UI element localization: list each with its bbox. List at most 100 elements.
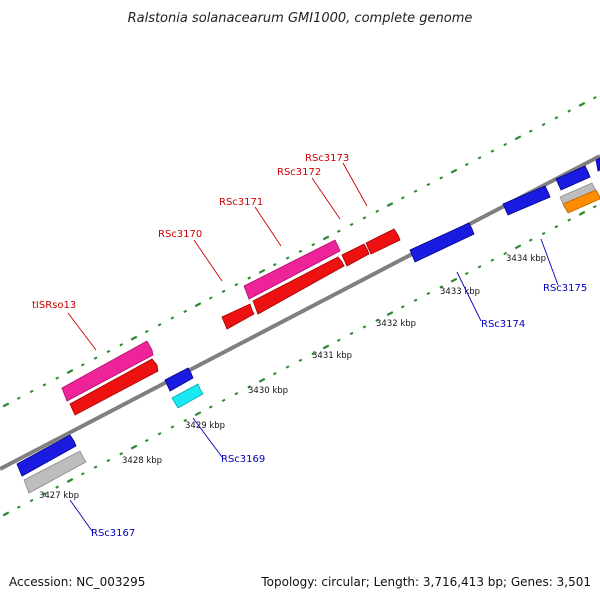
genome-backbone [0, 154, 600, 471]
tick-label-3427: 3427 kbp [39, 491, 79, 501]
gene-arrow-rsc3171[interactable] [252, 256, 345, 315]
gene-arrow-rsc3169[interactable] [171, 383, 204, 409]
gene-arrow-rsc3168b[interactable] [164, 367, 194, 392]
track-tick [66, 478, 74, 483]
gene-arrow-tisrso13[interactable] [61, 340, 154, 402]
gene-arrow-rsc3170[interactable] [221, 303, 255, 330]
gene-arrow-rsc3168[interactable] [69, 358, 159, 416]
track-tick [29, 389, 34, 394]
track-tick [183, 309, 188, 313]
track-tick [2, 402, 10, 408]
track-tick [386, 202, 394, 207]
track-tick [55, 485, 60, 489]
gene-arrow-rsc3175[interactable] [502, 185, 551, 216]
tick-label-3432: 3432 kbp [376, 319, 416, 329]
track-tick [336, 338, 341, 342]
gene-arrow-rsc3171-pink[interactable] [243, 239, 341, 300]
track-tick [375, 209, 380, 213]
track-tick [66, 369, 74, 374]
leader-line-tisrso13 [67, 312, 97, 351]
track-tick [234, 283, 239, 287]
track-tick [144, 438, 149, 443]
track-tick [362, 325, 367, 329]
track-tick [119, 343, 124, 347]
track-tick [541, 122, 546, 127]
gene-label-rsc3174[interactable]: RSc3174 [481, 319, 525, 330]
track-tick [194, 302, 202, 308]
gene-features [16, 157, 600, 494]
track-tick [298, 358, 303, 362]
tick-label-3428: 3428 kbp [122, 456, 162, 466]
tick-label-3431: 3431 kbp [312, 351, 352, 361]
track-tick [592, 205, 597, 209]
track-tick [298, 249, 303, 253]
gene-arrow-edge[interactable] [595, 157, 600, 172]
leader-line-rsc3170 [193, 239, 223, 282]
track-tick [194, 411, 202, 417]
gene-label-rsc3169[interactable]: RSc3169 [221, 454, 265, 465]
gene-label-rsc3167[interactable]: RSc3167 [91, 528, 135, 539]
gene-arrow-rsc3174[interactable] [409, 222, 475, 263]
track-tick [130, 335, 138, 341]
track-tick [477, 156, 482, 160]
track-tick [322, 235, 330, 241]
gene-label-rsc3170[interactable]: RSc3170 [158, 229, 202, 240]
gene-arrow-rsc3172[interactable] [341, 243, 370, 267]
track-tick [221, 289, 226, 293]
track-tick [80, 363, 85, 367]
gene-label-rsc3175[interactable]: RSc3175 [543, 283, 587, 294]
track-tick [450, 277, 458, 283]
gene-arrow-rsc3166[interactable] [16, 434, 77, 477]
track-tick [554, 225, 559, 229]
track-tick [247, 385, 252, 389]
track-tick [208, 405, 213, 409]
leader-lines [67, 162, 559, 532]
position-labels: 3427 kbp 3428 kbp 3429 kbp 3430 kbp 3431… [39, 254, 546, 501]
track-tick [541, 231, 546, 236]
gene-arrow-rsc3176[interactable] [555, 165, 591, 191]
track-tick [362, 216, 367, 220]
track-tick [413, 189, 418, 193]
track-tick [80, 472, 85, 476]
gene-label-rsc3173[interactable]: RSc3173 [305, 153, 349, 164]
track-tick [106, 349, 111, 354]
tick-label-3430: 3430 kbp [248, 386, 288, 396]
lower-tick-track [2, 205, 597, 517]
track-tick [439, 176, 444, 180]
track-tick [464, 162, 469, 167]
track-tick [2, 511, 10, 517]
track-tick [16, 505, 21, 509]
track-tick [554, 116, 559, 120]
gene-arrow-rsc3173[interactable] [365, 228, 401, 255]
gene-label-rsc3172[interactable]: RSc3172 [277, 167, 321, 178]
track-tick [567, 218, 572, 222]
track-tick [503, 251, 508, 256]
gene-labels: tISRso13 RSc3170 RSc3171 RSc3172 RSc3173… [32, 153, 587, 539]
track-tick [322, 344, 330, 350]
upper-tick-track [2, 96, 597, 408]
leader-line-rsc3175 [540, 238, 559, 286]
track-tick [221, 398, 226, 402]
track-tick [258, 268, 266, 274]
leader-line-rsc3169 [192, 417, 223, 458]
gene-label-tisrso13[interactable]: tISRso13 [32, 300, 76, 311]
track-tick [234, 392, 239, 396]
track-tick [464, 271, 469, 276]
leader-line-rsc3172 [311, 177, 341, 220]
track-tick [426, 182, 431, 187]
track-tick [183, 418, 188, 422]
gene-arrow-rsc3167[interactable] [23, 450, 87, 494]
map-title: Ralstonia solanacearum GMI1000, complete… [128, 11, 473, 26]
track-tick [514, 135, 522, 141]
track-tick [285, 256, 290, 260]
track-tick [130, 444, 138, 450]
gene-label-rsc3171[interactable]: RSc3171 [219, 197, 263, 208]
track-tick [311, 243, 316, 247]
track-tick [439, 285, 444, 289]
track-tick [426, 291, 431, 296]
track-tick [349, 331, 354, 336]
track-tick [16, 396, 21, 400]
track-tick [386, 311, 394, 316]
